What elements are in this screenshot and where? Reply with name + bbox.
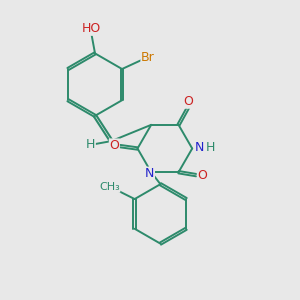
Text: N: N <box>145 167 154 180</box>
Text: O: O <box>110 139 119 152</box>
Text: Br: Br <box>141 51 155 64</box>
Text: O: O <box>183 95 193 108</box>
Text: CH₃: CH₃ <box>99 182 120 192</box>
Text: HO: HO <box>82 22 101 35</box>
Text: H: H <box>206 140 215 154</box>
Text: H: H <box>86 138 95 151</box>
Text: O: O <box>197 169 207 182</box>
Text: N: N <box>195 140 204 154</box>
